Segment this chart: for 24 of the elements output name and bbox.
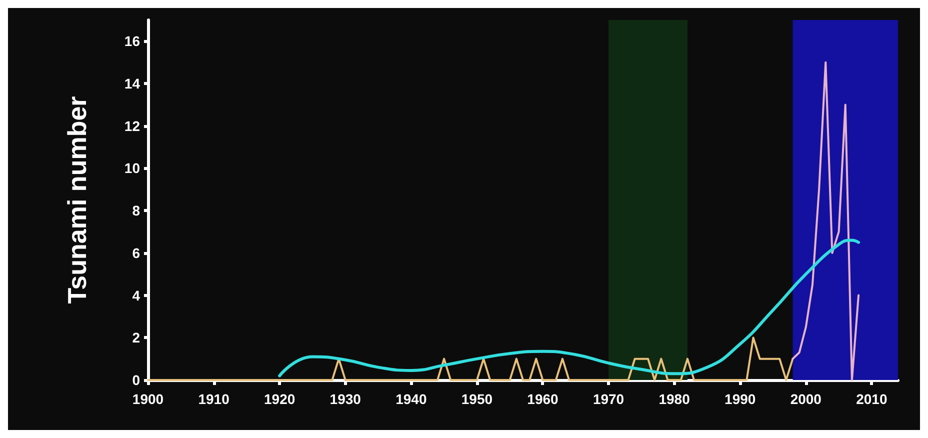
- line-series: [792, 61, 860, 381]
- x-tick-label: 1940: [396, 391, 427, 407]
- y-tick-label: 2: [132, 330, 140, 346]
- x-tick-label: 1930: [330, 391, 362, 407]
- x-tick-label: 2010: [856, 391, 888, 407]
- x-tick-label: 1900: [132, 391, 164, 407]
- y-axis-title: Tsunami number: [62, 96, 92, 304]
- x-tick-label: 1960: [527, 391, 559, 407]
- line-series: [278, 238, 860, 378]
- y-tick-label: 10: [124, 160, 140, 176]
- y-tick-label: 12: [124, 118, 140, 134]
- y-tick-label: 14: [124, 76, 140, 92]
- y-tick-label: 0: [132, 372, 140, 388]
- y-tick-label: 6: [132, 244, 140, 261]
- y-tick-label: 4: [132, 287, 140, 304]
- x-tick-label: 1980: [658, 391, 690, 407]
- x-tick-label: 1920: [264, 391, 296, 407]
- x-tick-label: 1970: [592, 391, 624, 407]
- x-tick-label: 1990: [724, 391, 756, 407]
- x-tick-label: 1950: [461, 391, 493, 407]
- y-tick-label: 16: [124, 33, 140, 50]
- y-tick-label: 8: [132, 202, 140, 219]
- x-tick-label: 2000: [790, 391, 822, 407]
- x-tick-label: 1910: [198, 391, 230, 407]
